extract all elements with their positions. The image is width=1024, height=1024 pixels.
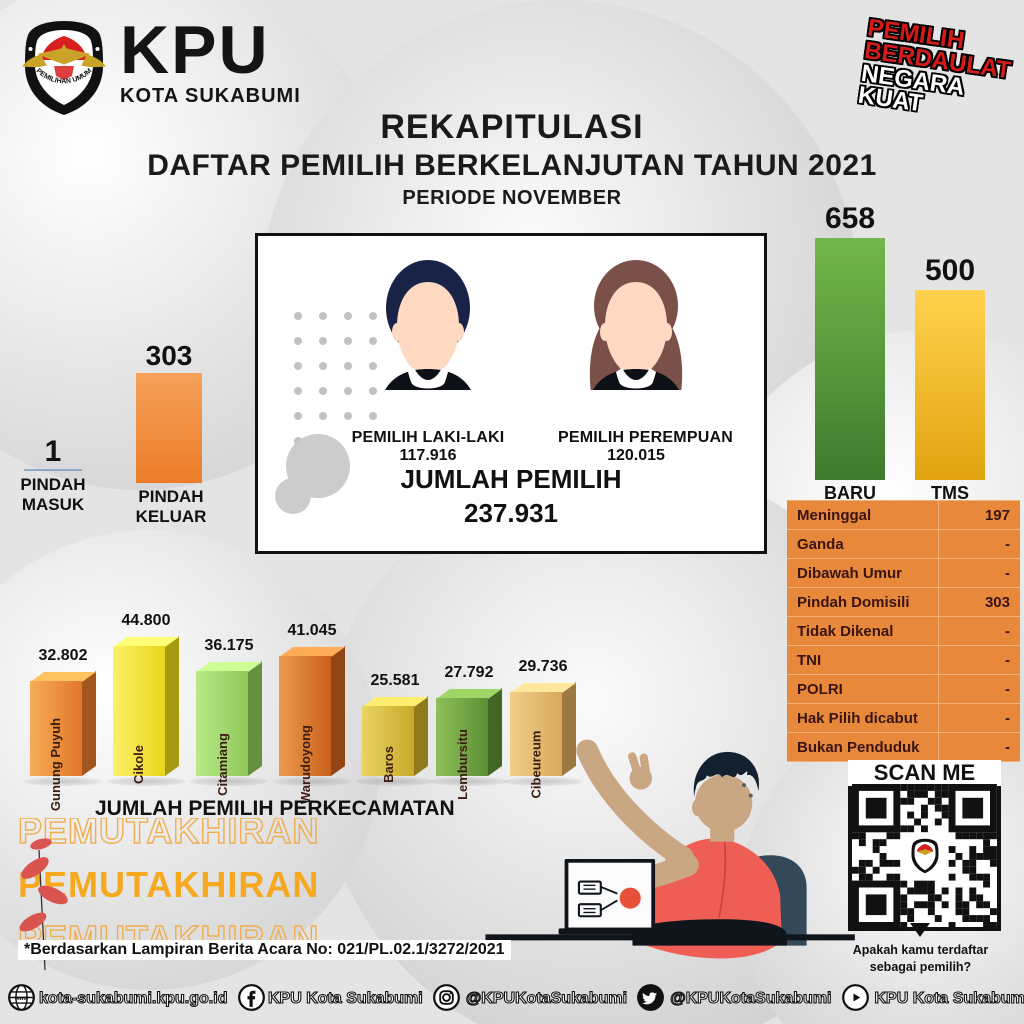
svg-text:KOMISI: KOMISI bbox=[45, 18, 82, 21]
svg-text:www: www bbox=[14, 996, 29, 1002]
